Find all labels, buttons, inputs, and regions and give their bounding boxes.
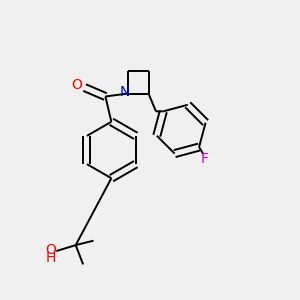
Text: N: N <box>119 85 130 99</box>
Text: H: H <box>46 251 56 266</box>
Text: O: O <box>72 78 83 92</box>
Text: O: O <box>46 243 56 256</box>
Text: F: F <box>201 152 209 166</box>
